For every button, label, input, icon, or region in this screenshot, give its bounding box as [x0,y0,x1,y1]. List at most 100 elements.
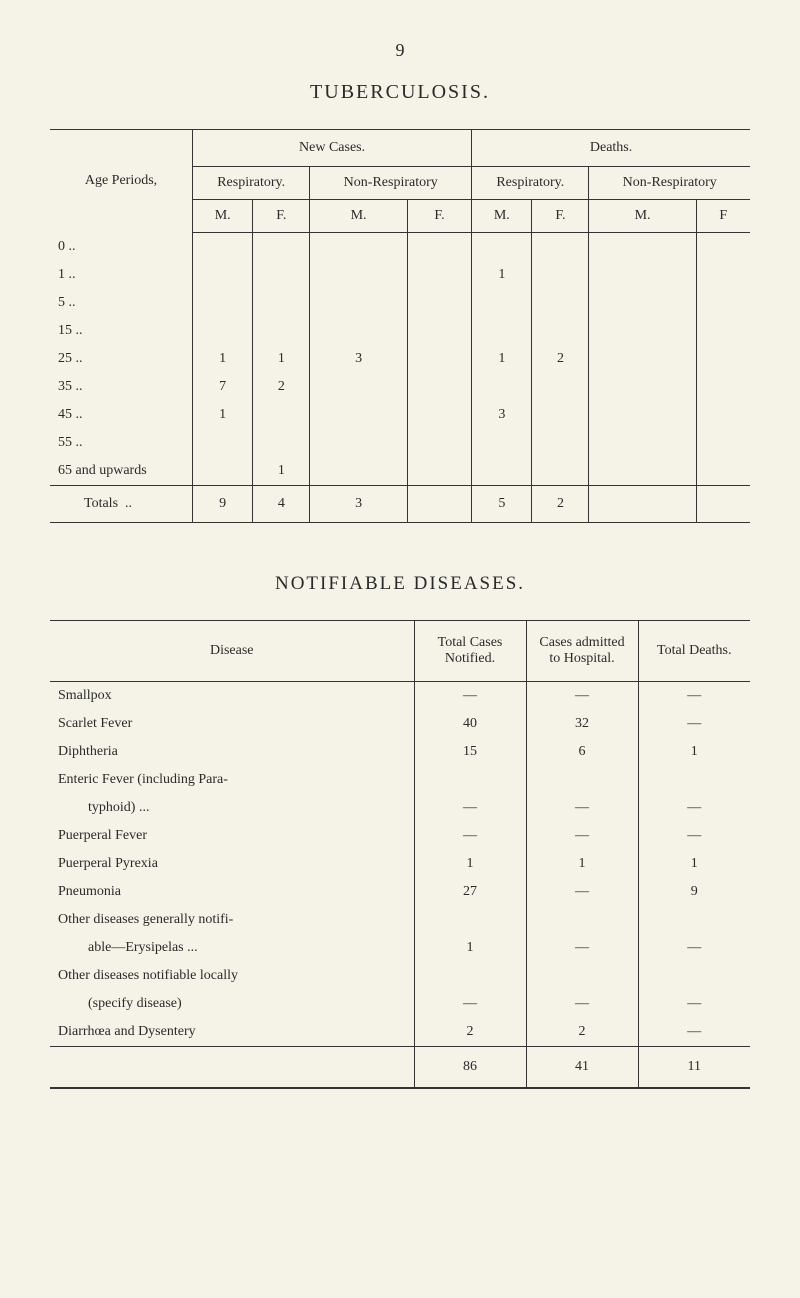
data-cell [696,233,750,261]
data-cell [193,429,253,457]
totals-nrf [407,485,471,522]
data-cell [532,401,589,429]
data-cell [310,429,408,457]
data-cell [696,261,750,289]
data-cell [310,233,408,261]
data-cell [696,401,750,429]
table-row: 1 .. 1 [50,261,750,289]
disease-table: Disease Total Cases Notified. Cases admi… [50,620,750,1089]
data-cell [472,373,532,401]
table-row: 0 .. [50,233,750,261]
totals-nrm: 3 [310,485,408,522]
disease-name-cell: Puerperal Pyrexia [50,850,414,878]
col-m: M. [193,200,253,233]
data-cell [589,373,696,401]
table-row: Other diseases notifiable locally [50,962,750,990]
deaths-cell [638,906,750,934]
deaths-cell: — [638,794,750,822]
data-cell: 2 [532,345,589,373]
table-row: (specify disease) — — — [50,990,750,1018]
cases-cell: 15 [414,738,526,766]
total-cases-header: Total Cases Notified. [414,620,526,681]
data-cell [253,233,310,261]
col-f: F. [407,200,471,233]
disease-name-cell: Puerperal Fever [50,822,414,850]
admitted-cell: — [526,934,638,962]
data-cell [589,317,696,345]
data-cell [253,429,310,457]
cases-cell: 2 [414,1018,526,1047]
cases-cell: — [414,822,526,850]
cases-cell: — [414,990,526,1018]
tuberculosis-table: Age Periods, New Cases. Deaths. Respirat… [50,129,750,523]
table-row: 45 .. 1 3 [50,401,750,429]
col-m: M. [589,200,696,233]
deaths-cell: — [638,1018,750,1047]
data-cell [310,317,408,345]
totals-dnrm [589,485,696,522]
age-periods-header: Age Periods, [50,130,193,233]
data-cell [193,457,253,486]
data-cell [472,233,532,261]
disease-totals-admitted: 41 [526,1046,638,1088]
disease-totals-cases: 86 [414,1046,526,1088]
data-cell: 3 [472,401,532,429]
page-number: 9 [50,40,750,61]
deaths-cell [638,766,750,794]
data-cell [472,289,532,317]
data-cell [532,233,589,261]
admitted-cell: 6 [526,738,638,766]
data-cell [589,289,696,317]
table-row: Scarlet Fever 40 32 — [50,710,750,738]
col-f: F [696,200,750,233]
age-cell: 15 .. [50,317,193,345]
deaths-cell: — [638,934,750,962]
age-cell: 0 .. [50,233,193,261]
data-cell [193,261,253,289]
data-cell [253,401,310,429]
cases-cell [414,906,526,934]
cases-cell: 27 [414,878,526,906]
data-cell [407,457,471,486]
totals-drm: 5 [472,485,532,522]
table-row: typhoid) ... — — — [50,794,750,822]
disease-totals-blank [50,1046,414,1088]
age-cell: 55 .. [50,429,193,457]
data-cell [696,345,750,373]
data-cell [253,289,310,317]
disease-name-cell: Scarlet Fever [50,710,414,738]
data-cell: 7 [193,373,253,401]
totals-label: Totals .. [50,485,193,522]
data-cell: 1 [472,261,532,289]
data-cell [589,457,696,486]
totals-rf: 4 [253,485,310,522]
deaths-non-respiratory-header: Non-Respiratory [589,167,750,200]
totals-drf: 2 [532,485,589,522]
data-cell [532,289,589,317]
age-cell: 1 .. [50,261,193,289]
data-cell [310,457,408,486]
admitted-cell: — [526,990,638,1018]
data-cell [193,289,253,317]
disease-name-cell: Diphtheria [50,738,414,766]
data-cell [696,373,750,401]
cases-cell: 40 [414,710,526,738]
data-cell: 3 [310,345,408,373]
admitted-cell: — [526,794,638,822]
data-cell [310,289,408,317]
deaths-cell: 1 [638,850,750,878]
table-row: Pneumonia 27 — 9 [50,878,750,906]
table-row: 25 .. 1 1 3 1 2 [50,345,750,373]
data-cell [589,401,696,429]
cases-cell: 1 [414,934,526,962]
table-row: able—Erysipelas ... 1 — — [50,934,750,962]
admitted-cell [526,906,638,934]
deaths-cell: — [638,681,750,710]
new-cases-header: New Cases. [193,130,472,167]
col-f: F. [532,200,589,233]
disease-name-cell: Diarrhœa and Dysentery [50,1018,414,1047]
data-cell [532,261,589,289]
data-cell [310,373,408,401]
admitted-cell [526,962,638,990]
disease-name-cell: Pneumonia [50,878,414,906]
